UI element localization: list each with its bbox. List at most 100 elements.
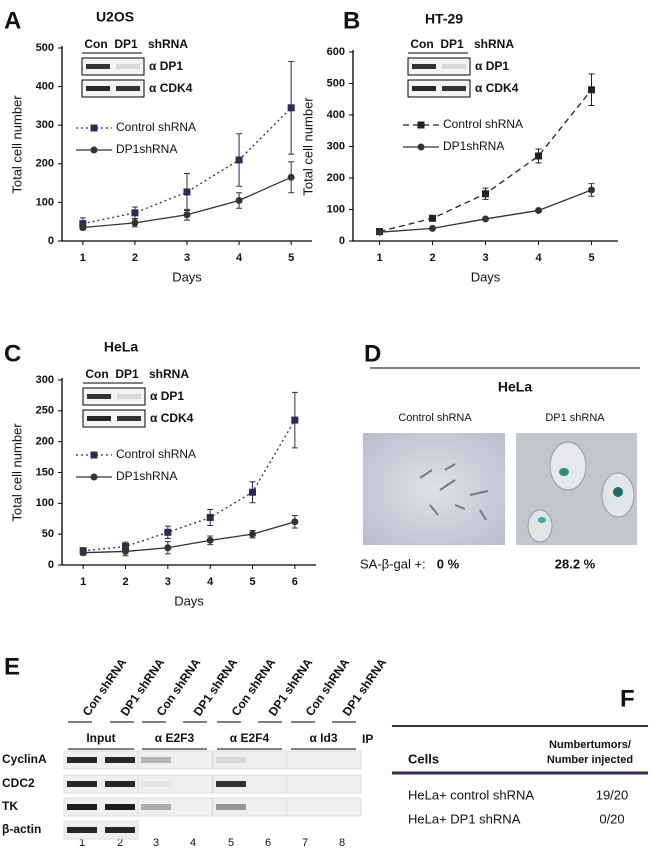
panel-title: HeLa — [498, 379, 532, 395]
band — [216, 757, 246, 763]
lane-number: 6 — [265, 837, 271, 849]
panel-letter: E — [4, 653, 20, 680]
band — [117, 416, 141, 421]
lane-number: 7 — [302, 837, 308, 849]
ip-label: IP — [362, 732, 373, 746]
band — [86, 86, 110, 91]
series-line — [83, 521, 296, 554]
band — [105, 781, 135, 787]
legend-label: DP1shRNA — [443, 139, 504, 153]
legend-label: DP1shRNA — [116, 142, 177, 156]
x-axis-label: Days — [174, 593, 204, 608]
band — [67, 781, 97, 787]
marker — [164, 544, 172, 552]
x-tick-label: 4 — [207, 576, 214, 588]
y-axis-label: Total cell number — [300, 97, 315, 196]
blot — [81, 57, 145, 76]
marker — [79, 223, 87, 231]
x-tick-label: 5 — [288, 252, 294, 264]
marker — [287, 173, 295, 181]
inset-row: α DP1 — [149, 59, 183, 73]
marker — [535, 206, 542, 214]
marker — [122, 547, 129, 555]
inset-row: α CDK4 — [475, 81, 519, 95]
x-tick-label: 2 — [132, 252, 138, 264]
inset-column: Con — [85, 367, 108, 381]
blot — [82, 409, 146, 428]
band — [87, 394, 111, 399]
chart-title: HT-29 — [425, 11, 463, 27]
inset-row: α DP1 — [150, 389, 184, 403]
band — [141, 804, 171, 810]
y-tick-label: 200 — [36, 158, 54, 170]
row-label: CDC2 — [2, 776, 35, 790]
y-tick-label: 0 — [339, 235, 345, 247]
panel-letter: D — [364, 340, 381, 367]
band — [116, 86, 140, 91]
series-line — [83, 419, 296, 552]
marker — [429, 214, 436, 222]
blot — [286, 750, 362, 770]
marker — [131, 209, 139, 217]
legend-label: Control shRNA — [116, 120, 196, 134]
lane-number: 1 — [79, 837, 85, 849]
y-tick-label: 0 — [48, 559, 54, 571]
legend-marker — [417, 121, 425, 129]
row-label: CyclinA — [2, 752, 47, 766]
band — [67, 804, 97, 810]
band — [412, 86, 436, 91]
group-label: α Id3 — [309, 731, 337, 745]
lane-number: 5 — [228, 837, 234, 849]
marker — [287, 104, 295, 112]
y-tick-label: 100 — [36, 196, 54, 208]
legend-label: DP1shRNA — [116, 469, 177, 483]
lane-number: 3 — [153, 837, 159, 849]
group-label: α E2F3 — [155, 731, 195, 745]
x-tick-label: 2 — [429, 252, 435, 264]
y-tick-label: 0 — [48, 235, 54, 247]
inset-row: α CDK4 — [149, 81, 193, 95]
band — [105, 827, 135, 833]
row-label: β-actin — [2, 822, 41, 836]
marker — [429, 224, 436, 232]
band — [86, 64, 110, 69]
y-tick-label: 150 — [36, 466, 54, 478]
inset-column: DP1 — [440, 37, 464, 51]
inset-column: DP1 — [114, 37, 138, 51]
legend-marker — [90, 451, 98, 459]
blot — [82, 387, 146, 406]
y-tick-label: 50 — [42, 528, 54, 540]
inset-column: Con — [410, 37, 433, 51]
y-tick-label: 400 — [36, 81, 54, 93]
group-label: Input — [86, 731, 115, 745]
marker — [482, 190, 489, 198]
micrograph — [363, 433, 505, 545]
legend-marker — [90, 146, 98, 154]
marker — [376, 228, 383, 236]
band — [87, 416, 111, 421]
legend-marker — [90, 124, 98, 132]
band — [216, 781, 246, 787]
panel-letter: F — [620, 685, 635, 712]
blot — [81, 79, 145, 98]
y-tick-label: 500 — [327, 77, 345, 89]
x-tick-label: 6 — [292, 576, 298, 588]
blot — [407, 79, 471, 98]
y-tick-label: 500 — [36, 42, 54, 54]
marker — [183, 211, 191, 219]
stain-value: 28.2 % — [555, 556, 596, 571]
marker — [482, 215, 489, 223]
y-axis-label: Total cell number — [9, 95, 24, 194]
marker — [79, 220, 87, 228]
column-label: DP1 shRNA — [545, 412, 605, 424]
marker — [79, 549, 87, 557]
blot — [407, 57, 471, 76]
series-line — [379, 89, 593, 233]
x-tick-label: 3 — [184, 252, 190, 264]
x-tick-label: 4 — [236, 252, 243, 264]
band — [116, 64, 140, 69]
y-tick-label: 300 — [327, 140, 345, 152]
marker — [235, 196, 243, 204]
marker — [122, 543, 129, 550]
band — [67, 757, 97, 763]
